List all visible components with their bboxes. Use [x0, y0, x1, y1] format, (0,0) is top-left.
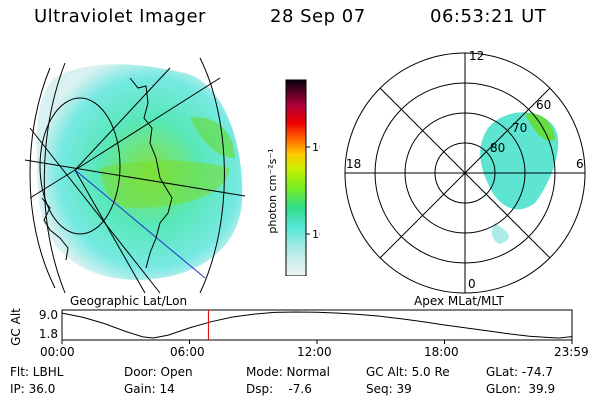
geo-grid-lon-2 — [43, 62, 66, 294]
mode-label: Mode: Normal — [246, 365, 330, 379]
colorbar-gradient — [285, 79, 307, 276]
x-tick-label-2359: 23:59 — [554, 345, 589, 359]
geo-terminator-line — [74, 169, 206, 279]
time-label: 06:53:21 UT — [430, 6, 547, 27]
geo-grid-line-5 — [74, 77, 221, 171]
geo-grid-lon-1 — [29, 67, 56, 289]
door-label: Door: Open — [124, 365, 193, 379]
y-tick-label-min: 1.8 — [39, 327, 58, 341]
gain-label: Gain: 14 — [124, 382, 175, 396]
mlt-label-top: 12 — [469, 49, 484, 63]
gc-alt-label: GC Alt: 5.0 Re — [366, 365, 450, 379]
geo-grid-line-6 — [29, 169, 76, 199]
geo-grid-line-4 — [74, 169, 146, 294]
geo-coastline-2 — [41, 197, 69, 261]
colorbar-unit-label: photon cm⁻²s⁻¹ — [266, 148, 279, 233]
lat-label-80: 80 — [490, 141, 505, 155]
x-tick-label-0600: 06:00 — [170, 345, 205, 359]
date-label: 28 Sep 07 — [270, 6, 366, 27]
lat-label-60: 60 — [536, 98, 551, 112]
geo-grid-line-2 — [29, 127, 161, 294]
geo-coastline — [129, 77, 173, 269]
y-tick-label-max: 9.0 — [39, 308, 58, 322]
geo-panel-label: Geographic Lat/Lon — [70, 294, 188, 308]
gc-alt-series-line — [61, 311, 572, 339]
geographic-map-panel — [24, 57, 246, 294]
filter-label: Flt: LBHL — [10, 365, 64, 379]
glat-label: GLat: -74.7 — [486, 365, 553, 379]
colorbar: 100 10 photon cm⁻²s⁻¹ — [266, 79, 320, 276]
ip-label: IP: 36.0 — [10, 382, 56, 396]
mlt-label-left: 18 — [346, 157, 361, 171]
polar-diag-2 — [379, 87, 551, 259]
polar-panel-label: Apex MLat/MLT — [414, 294, 504, 308]
seq-label: Seq: 39 — [366, 382, 412, 396]
mlt-label-right: 6 — [576, 157, 584, 171]
mlt-label-bottom: 0 — [468, 277, 476, 291]
colorbar-tick-label-10: 10 — [312, 228, 320, 241]
glon-label: GLon: 39.9 — [486, 382, 556, 396]
polar-aurora-tail — [491, 223, 510, 244]
geo-grid-line-3 — [74, 67, 171, 171]
geo-grid-lon-3 — [199, 57, 225, 294]
polar-aurora-green — [525, 113, 555, 141]
x-tick-label-1200: 12:00 — [297, 345, 332, 359]
dsp-label: Dsp: -7.6 — [246, 382, 312, 396]
instrument-title: Ultraviolet Imager — [34, 6, 206, 27]
x-tick-label-0000: 00:00 — [40, 345, 75, 359]
geo-grid-line-1 — [24, 159, 246, 197]
chart-ylabel: GC Alt — [9, 308, 23, 346]
geo-grid-ellipse — [39, 97, 121, 235]
gc-alt-timeline-chart: GC Alt 9.0 1.8 — [9, 308, 573, 346]
geo-aurora-band — [100, 160, 230, 208]
colorbar-tick-label-100: 100 — [312, 141, 320, 154]
lat-label-70: 70 — [512, 121, 527, 135]
x-tick-label-1800: 18:00 — [424, 345, 459, 359]
polar-aurora-oval — [480, 112, 559, 210]
polar-plot-panel: 12 18 6 0 60 70 80 — [344, 49, 586, 294]
